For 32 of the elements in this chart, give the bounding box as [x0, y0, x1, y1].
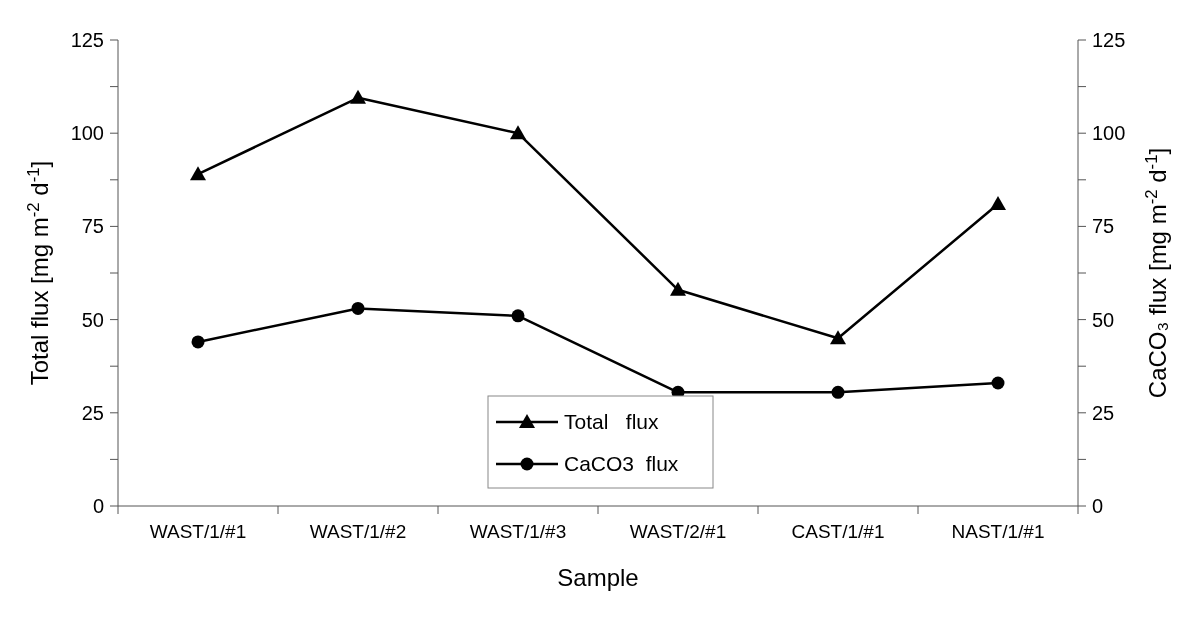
y-tick-label: 50 — [81, 308, 104, 331]
y-tick-label: 100 — [70, 122, 104, 145]
y2-tick-label: 100 — [1092, 122, 1126, 145]
y-tick-label: 0 — [92, 495, 104, 517]
y2-tick-label: 125 — [1092, 29, 1126, 51]
point — [510, 125, 526, 140]
x-tick-label: WAST/2/#1 — [629, 521, 727, 542]
point — [830, 330, 846, 345]
point — [350, 89, 366, 104]
y-tick-label: 25 — [81, 401, 104, 424]
legend-label: Total flux — [564, 410, 660, 434]
y2-tick-label: 25 — [1092, 401, 1115, 424]
x-tick-label: WAST/1/#1 — [149, 521, 247, 542]
y2-tick-label: 75 — [1092, 215, 1115, 238]
point — [831, 385, 845, 399]
point — [990, 196, 1006, 211]
point — [511, 309, 525, 323]
y-tick-label: 75 — [81, 215, 104, 238]
point — [191, 335, 205, 349]
x-axis-title: Sample — [557, 564, 639, 591]
y2-tick-label: 50 — [1092, 308, 1115, 331]
point — [670, 281, 686, 296]
legend-label: CaCO3 flux — [564, 452, 679, 476]
x-tick-label: CAST/1/#1 — [791, 521, 885, 542]
point — [351, 301, 365, 315]
point — [190, 166, 206, 181]
y-tick-label: 125 — [70, 29, 104, 51]
x-tick-label: NAST/1/#1 — [951, 521, 1045, 542]
y2-tick-label: 0 — [1092, 495, 1104, 517]
x-tick-label: WAST/1/#2 — [309, 521, 407, 542]
point — [991, 376, 1005, 390]
x-tick-label: WAST/1/#3 — [469, 521, 567, 542]
